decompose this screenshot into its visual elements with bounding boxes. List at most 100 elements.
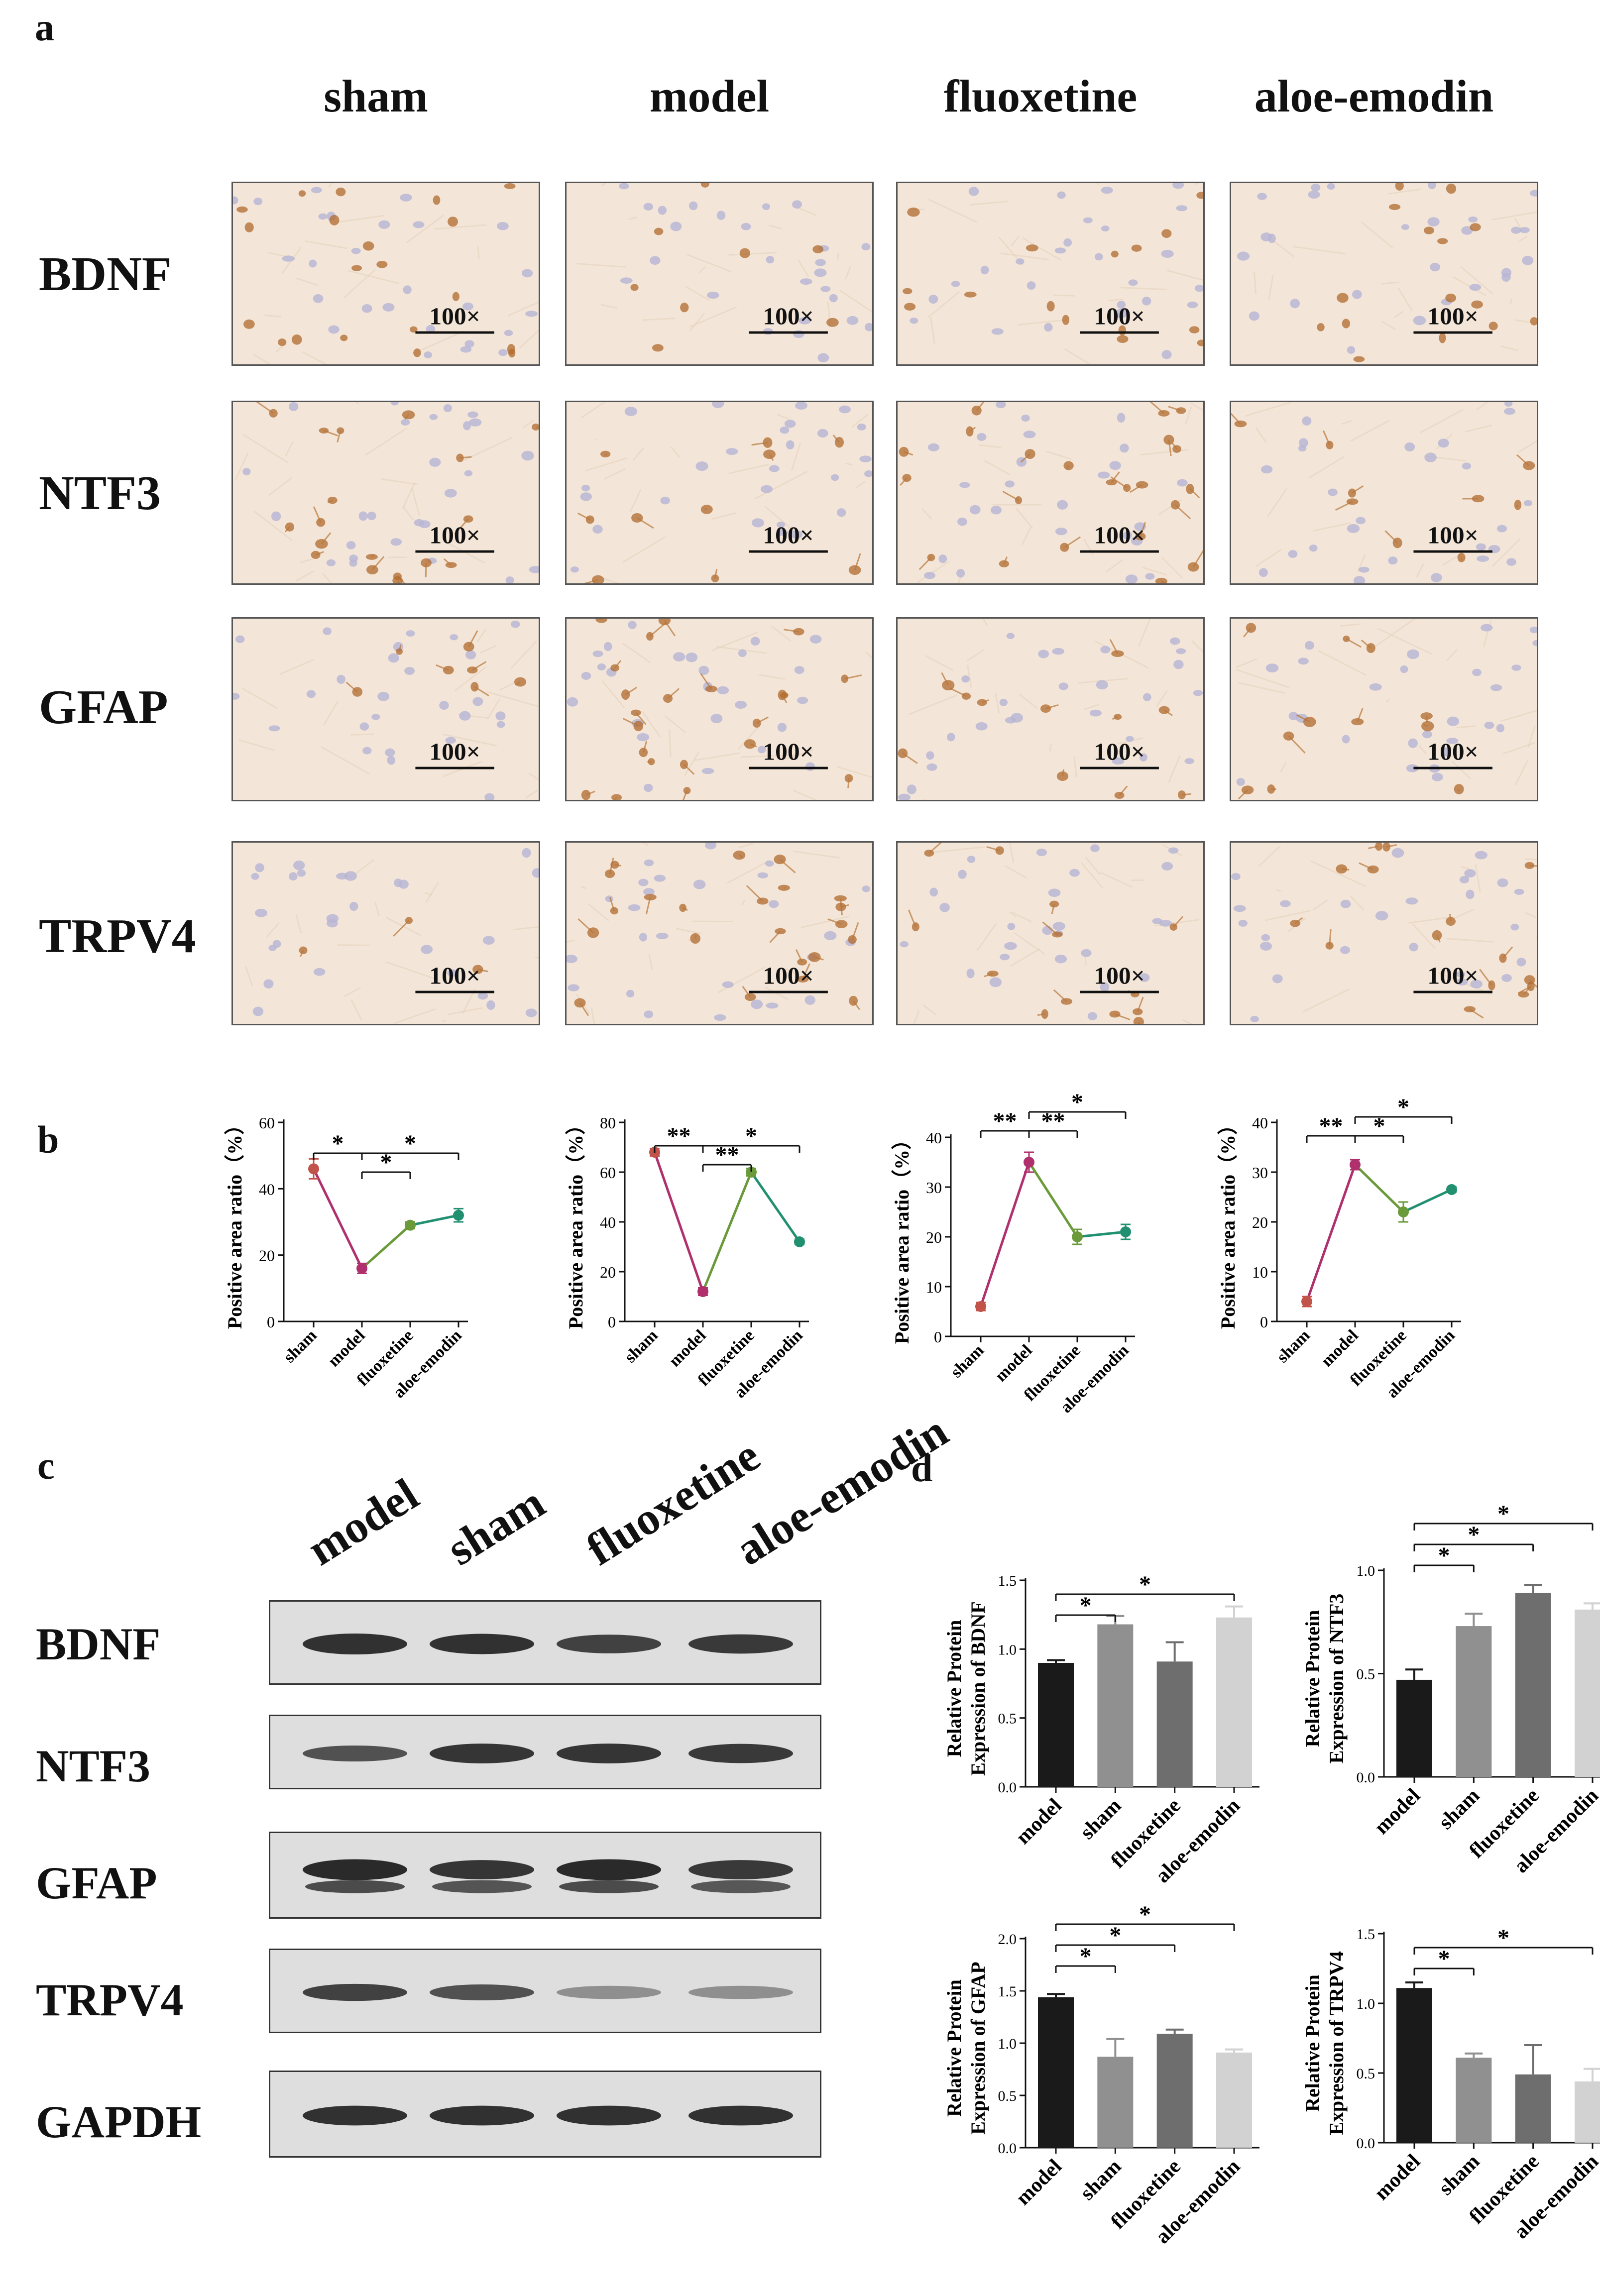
- y-axis-label: Expression of GFAP: [967, 1962, 989, 2134]
- y-tick-label: 0.0: [1357, 2135, 1375, 2152]
- x-tick-label: model: [1012, 2155, 1066, 2210]
- y-axis-label: Relative Protein: [1301, 1974, 1324, 2112]
- scale-bar-label: 100×: [1094, 521, 1144, 548]
- y-tick-label: 1.5: [998, 1983, 1017, 2000]
- ihc-micrograph: 100×: [567, 402, 872, 583]
- bar: [1038, 1997, 1074, 2148]
- bar: [1038, 1663, 1074, 1787]
- blot-strip-ntf3: [269, 1715, 821, 1789]
- ihc-column-model: model: [649, 71, 770, 121]
- bar-chart-4: 0.0 0.5 1.0 1.5 Relative Protein Expression o…: [1301, 1925, 1600, 2243]
- data-point: [1398, 1206, 1409, 1217]
- bar: [1216, 2052, 1252, 2148]
- y-tick-label: 10: [926, 1278, 942, 1296]
- y-axis-label: Expression of BDNF: [967, 1601, 989, 1775]
- scale-bar-label: 100×: [1094, 962, 1144, 989]
- ihc-image-trpv4-sham: 100×: [231, 841, 540, 1025]
- ihc-row-trpv4: TRPV4: [39, 909, 196, 963]
- scale-bar-label: 100×: [1427, 302, 1478, 329]
- blot-label-gapdh: GAPDH: [36, 2096, 202, 2147]
- y-tick-label: 0.5: [1357, 2066, 1375, 2082]
- y-tick-label: 1.0: [1357, 1996, 1375, 2012]
- y-axis-label: Expression of NTF3: [1325, 1594, 1348, 1764]
- x-tick-label: sham: [1434, 1784, 1484, 1834]
- blot-band: [557, 2105, 661, 2126]
- ihc-image-ntf3-aloe-emodin: 100×: [1230, 401, 1538, 585]
- ihc-micrograph: 100×: [898, 183, 1203, 364]
- ihc-micrograph: 100×: [898, 843, 1203, 1024]
- data-point: [356, 1263, 367, 1274]
- ihc-image-ntf3-model: 100×: [565, 401, 874, 585]
- ihc-image-trpv4-model: 100×: [565, 841, 874, 1025]
- ihc-image-bdnf-model: 100×: [565, 182, 874, 366]
- ihc-micrograph: 100×: [567, 619, 872, 800]
- sig-label: **: [993, 1108, 1017, 1134]
- ihc-micrograph: 100×: [233, 183, 539, 364]
- bar: [1396, 1988, 1432, 2143]
- y-tick-label: 0: [608, 1313, 616, 1331]
- y-axis-label: Positive area ratio（%）: [565, 1115, 587, 1329]
- sig-label: **: [1319, 1113, 1343, 1139]
- scale-bar-label: 100×: [763, 302, 813, 329]
- ihc-column-aloe-emodin: aloe-emodin: [1254, 71, 1494, 121]
- y-tick-label: 1.0: [998, 2036, 1017, 2052]
- y-axis-label: Positive area ratio（%）: [224, 1115, 246, 1329]
- y-tick-label: 1.5: [1357, 1926, 1375, 1943]
- ihc-image-bdnf-fluoxetine: 100×: [896, 182, 1205, 366]
- ihc-image-trpv4-fluoxetine: 100×: [896, 841, 1205, 1025]
- ihc-micrograph: 100×: [1231, 843, 1537, 1024]
- panel-letter-d: d: [911, 1446, 933, 1490]
- blot-label-gfap: GFAP: [36, 1858, 157, 1908]
- y-tick-label: 80: [600, 1114, 616, 1132]
- x-tick-label: model: [1012, 1794, 1066, 1849]
- y-tick-label: 0.0: [998, 1779, 1017, 1796]
- blot-band: [303, 1634, 407, 1654]
- y-axis-label: Positive area ratio（%）: [1217, 1115, 1239, 1329]
- y-tick-label: 2.0: [998, 1931, 1017, 1948]
- blot-band: [303, 1745, 407, 1762]
- y-tick-label: 20: [600, 1263, 616, 1281]
- y-tick-label: 60: [259, 1114, 275, 1132]
- sig-label: *: [745, 1123, 757, 1149]
- sig-label: *: [1071, 1089, 1083, 1115]
- blot-band: [688, 1860, 793, 1879]
- sig-label: *: [1497, 1925, 1509, 1951]
- scale-bar-label: 100×: [1427, 521, 1478, 548]
- y-tick-label: 0.5: [1357, 1666, 1375, 1683]
- blot-band: [430, 1634, 534, 1654]
- scale-bar-label: 100×: [429, 738, 480, 765]
- blot-band: [303, 2105, 407, 2126]
- bar: [1456, 1626, 1492, 1777]
- scale-bar-label: 100×: [1094, 302, 1144, 329]
- blot-label-trpv4: TRPV4: [36, 1974, 184, 2025]
- data-point: [1072, 1231, 1083, 1242]
- x-tick-label: sham: [1076, 1794, 1126, 1844]
- blot-strip-image: [270, 1950, 820, 2032]
- y-tick-label: 20: [259, 1247, 275, 1265]
- sig-label: *: [1080, 1943, 1092, 1969]
- data-point: [1350, 1159, 1361, 1170]
- y-tick-label: 10: [1252, 1263, 1268, 1281]
- y-tick-label: 1.5: [998, 1573, 1017, 1589]
- blot-band: [430, 1744, 534, 1763]
- ihc-image-bdnf-sham: 100×: [231, 182, 540, 366]
- ihc-image-ntf3-sham: 100×: [231, 401, 540, 585]
- x-tick-label: model: [1370, 1784, 1425, 1839]
- ihc-micrograph: 100×: [567, 183, 872, 364]
- y-axis-label: Expression of TRPV4: [1325, 1951, 1348, 2135]
- y-axis-label: Relative Protein: [943, 1979, 965, 2117]
- blot-strip-image: [270, 1833, 820, 1917]
- scale-bar-label: 100×: [763, 521, 813, 548]
- data-point: [975, 1301, 986, 1312]
- bar: [1097, 1624, 1134, 1787]
- y-tick-label: 40: [1252, 1114, 1268, 1132]
- ihc-micrograph: 100×: [567, 843, 872, 1024]
- panel-letter-c: c: [37, 1444, 55, 1487]
- bar: [1515, 2074, 1551, 2143]
- ihc-image-gfap-aloe-emodin: 100×: [1230, 617, 1538, 801]
- scale-bar-label: 100×: [1427, 738, 1478, 765]
- bar: [1575, 1609, 1600, 1777]
- sig-label: *: [1438, 1542, 1450, 1569]
